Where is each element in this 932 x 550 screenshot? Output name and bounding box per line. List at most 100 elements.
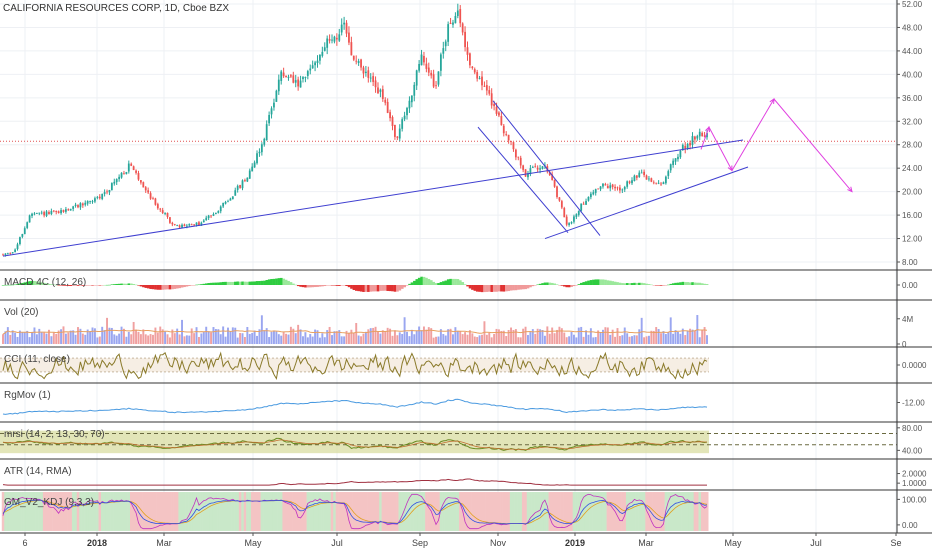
candle-body bbox=[461, 23, 464, 33]
kdj-region bbox=[309, 492, 312, 531]
volume-bar bbox=[551, 327, 554, 344]
volume-bar bbox=[323, 337, 326, 344]
kdj-region bbox=[582, 492, 586, 531]
macd-bar bbox=[509, 285, 513, 291]
candle-body bbox=[217, 211, 220, 213]
kdj-region bbox=[451, 492, 455, 531]
candle-body bbox=[348, 32, 350, 43]
indicator-title: MACD 4C (12, 26) bbox=[4, 277, 86, 288]
macd-bar bbox=[538, 283, 542, 285]
volume-bar bbox=[568, 336, 571, 344]
kdj-region bbox=[47, 492, 51, 531]
kdj-region bbox=[659, 492, 663, 531]
kdj-region bbox=[330, 492, 334, 531]
volume-bar bbox=[410, 329, 413, 344]
kdj-region bbox=[473, 492, 477, 531]
volume-bar bbox=[490, 337, 493, 344]
volume-bar bbox=[430, 328, 433, 344]
kdj-region bbox=[23, 492, 27, 531]
kdj-region bbox=[321, 492, 324, 531]
kdj-region bbox=[684, 492, 687, 531]
candle-body bbox=[652, 182, 655, 184]
kdj-region bbox=[229, 492, 232, 531]
candle-body bbox=[650, 178, 653, 182]
macd-bar bbox=[480, 285, 484, 293]
candle-body bbox=[173, 224, 176, 225]
kdj-region bbox=[258, 492, 261, 531]
volume-bar bbox=[142, 329, 145, 344]
kdj-region bbox=[386, 492, 390, 531]
macd-bar bbox=[485, 285, 489, 292]
kdj-region bbox=[667, 492, 670, 531]
macd-bar bbox=[560, 285, 564, 286]
kdj-region bbox=[425, 492, 428, 531]
kdj-region bbox=[270, 492, 274, 531]
kdj-region bbox=[376, 492, 380, 531]
kdj-region bbox=[512, 492, 515, 531]
volume-bar bbox=[168, 337, 171, 344]
macd-bar bbox=[50, 284, 53, 285]
macd-bar bbox=[100, 285, 104, 286]
candle-body bbox=[452, 22, 454, 25]
kdj-region bbox=[163, 492, 167, 531]
volume-bar bbox=[507, 329, 510, 344]
candle-body bbox=[137, 173, 140, 180]
volume-bar bbox=[241, 333, 244, 344]
candle-body bbox=[26, 222, 29, 228]
candle-body bbox=[154, 198, 157, 205]
macd-bar bbox=[59, 285, 63, 286]
candle-body bbox=[321, 51, 324, 56]
price-tick-label: 52.00 bbox=[902, 0, 923, 9]
kdj-region bbox=[592, 492, 595, 531]
candle-body bbox=[449, 22, 452, 25]
volume-bar bbox=[398, 332, 401, 344]
kdj-region bbox=[415, 492, 419, 531]
kdj-region bbox=[676, 492, 680, 531]
kdj-region bbox=[500, 492, 503, 531]
volume-bar bbox=[280, 335, 283, 344]
macd-bar bbox=[86, 285, 90, 286]
volume-bar bbox=[149, 334, 152, 344]
volume-bar bbox=[335, 331, 338, 344]
volume-bar bbox=[662, 331, 665, 344]
volume-bar bbox=[28, 337, 31, 344]
macd-bar bbox=[137, 285, 140, 286]
candle-body bbox=[16, 244, 19, 250]
candle-body bbox=[485, 85, 488, 91]
candle-body bbox=[302, 77, 304, 80]
kdj-region bbox=[662, 492, 665, 531]
kdj-k-line bbox=[2, 499, 708, 525]
kdj-region bbox=[96, 492, 99, 531]
candle-body bbox=[609, 185, 612, 189]
macd-bar bbox=[391, 285, 394, 292]
volume-bar bbox=[45, 333, 48, 344]
volume-bar bbox=[689, 328, 692, 344]
kdj-region bbox=[304, 492, 307, 531]
candle-body bbox=[118, 176, 121, 180]
volume-bar bbox=[246, 326, 249, 344]
macd-bar bbox=[359, 285, 363, 292]
candle-body bbox=[135, 170, 137, 173]
kdj-region bbox=[618, 492, 622, 531]
macd-bar bbox=[355, 285, 358, 291]
macd-bar bbox=[277, 278, 281, 285]
kdj-region bbox=[654, 492, 658, 531]
macd-bar bbox=[463, 284, 467, 285]
volume-bar bbox=[127, 331, 130, 344]
volume-bar bbox=[231, 327, 234, 344]
kdj-region bbox=[183, 492, 186, 531]
candle-body bbox=[333, 36, 336, 42]
candle-body bbox=[662, 182, 665, 185]
kdj-region bbox=[255, 492, 259, 531]
kdj-region bbox=[338, 492, 341, 531]
kdj-region bbox=[369, 492, 373, 531]
candle-body bbox=[202, 220, 205, 223]
volume-bar bbox=[101, 326, 104, 344]
macd-bar bbox=[553, 283, 556, 285]
macd-bar bbox=[231, 281, 235, 285]
kdj-region bbox=[647, 492, 651, 531]
macd-bar bbox=[427, 278, 431, 285]
volume-bar bbox=[372, 327, 375, 344]
cci-line bbox=[2, 351, 708, 381]
candle-body bbox=[224, 201, 227, 204]
